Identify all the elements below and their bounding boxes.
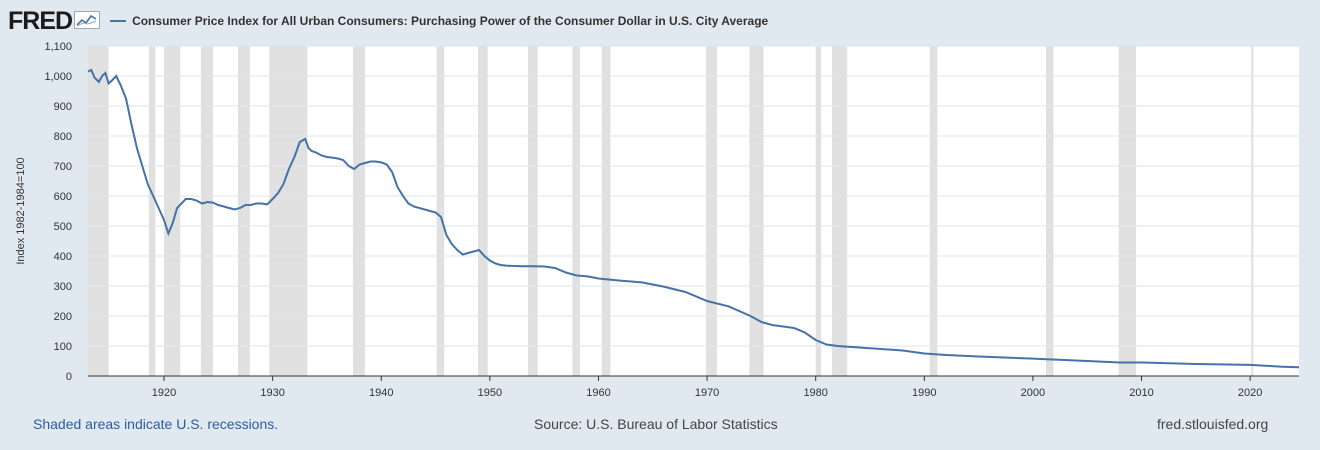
y-tick-label: 600	[54, 191, 72, 203]
header: FRED Consumer Price Index for All Urban …	[8, 6, 768, 36]
x-tick-label: 1990	[912, 387, 936, 399]
x-tick-label: 1970	[695, 387, 719, 399]
recession-band	[353, 46, 365, 376]
y-axis-label: Index 1982-1984=100	[15, 157, 27, 264]
recession-band	[148, 46, 156, 376]
recession-band	[815, 46, 822, 376]
fred-logo[interactable]: FRED	[8, 6, 101, 36]
x-tick-label: 1920	[152, 387, 176, 399]
chart-title: Consumer Price Index for All Urban Consu…	[132, 14, 769, 28]
recession-band	[200, 46, 213, 376]
x-tick-label: 1940	[369, 387, 393, 399]
recession-band	[88, 46, 109, 376]
y-tick-label: 1,100	[44, 41, 72, 53]
recession-band	[237, 46, 250, 376]
series-line[interactable]	[87, 68, 1300, 369]
logo-text: FRED	[8, 6, 73, 35]
y-tick-label: 200	[54, 311, 72, 323]
recession-band	[749, 46, 764, 376]
y-tick-label: 0	[66, 371, 72, 383]
x-tick-label: 2020	[1238, 387, 1262, 399]
x-axis: 1920 1930 1940 1950 1960 1970 1980 1990 2000 2010…	[88, 375, 1299, 399]
x-tick-label: 1980	[803, 387, 827, 399]
recession-band	[527, 46, 538, 376]
x-tick-label: 1930	[260, 387, 284, 399]
recession-note-link[interactable]: Shaded areas indicate U.S. recessions.	[33, 416, 279, 432]
y-tick-label: 100	[54, 341, 72, 353]
recession-band	[1045, 46, 1054, 376]
recession-band	[601, 46, 611, 376]
y-tick-label: 800	[54, 131, 72, 143]
trend-chart-icon	[74, 7, 101, 36]
site-link[interactable]: fred.stlouisfed.org	[1157, 416, 1269, 432]
recession-band	[572, 46, 581, 376]
recession-band	[1251, 46, 1254, 376]
x-tick-label: 1950	[478, 387, 502, 399]
y-axis: 0 100 200 300 400 500 600 700 800 900 1,000 1,100	[44, 41, 72, 383]
recession-shading	[88, 46, 1254, 376]
y-tick-label: 1,000	[44, 71, 72, 83]
x-tick-label: 2010	[1129, 387, 1153, 399]
recession-band	[436, 46, 445, 376]
recession-band	[164, 46, 181, 376]
x-tick-label: 2000	[1021, 387, 1045, 399]
recession-band	[1118, 46, 1137, 376]
y-tick-label: 300	[54, 281, 72, 293]
recession-band	[929, 46, 938, 376]
y-tick-label: 400	[54, 251, 72, 263]
y-tick-label: 500	[54, 221, 72, 233]
recession-band	[269, 46, 308, 376]
legend: Consumer Price Index for All Urban Consu…	[110, 14, 768, 28]
recession-band	[831, 46, 848, 376]
source-text: Source: U.S. Bureau of Labor Statistics	[534, 416, 778, 432]
legend-swatch	[110, 20, 127, 22]
y-tick-label: 700	[54, 161, 72, 173]
recession-band	[477, 46, 488, 376]
x-tick-label: 1960	[586, 387, 610, 399]
y-tick-label: 900	[54, 101, 72, 113]
recession-band	[705, 46, 717, 376]
